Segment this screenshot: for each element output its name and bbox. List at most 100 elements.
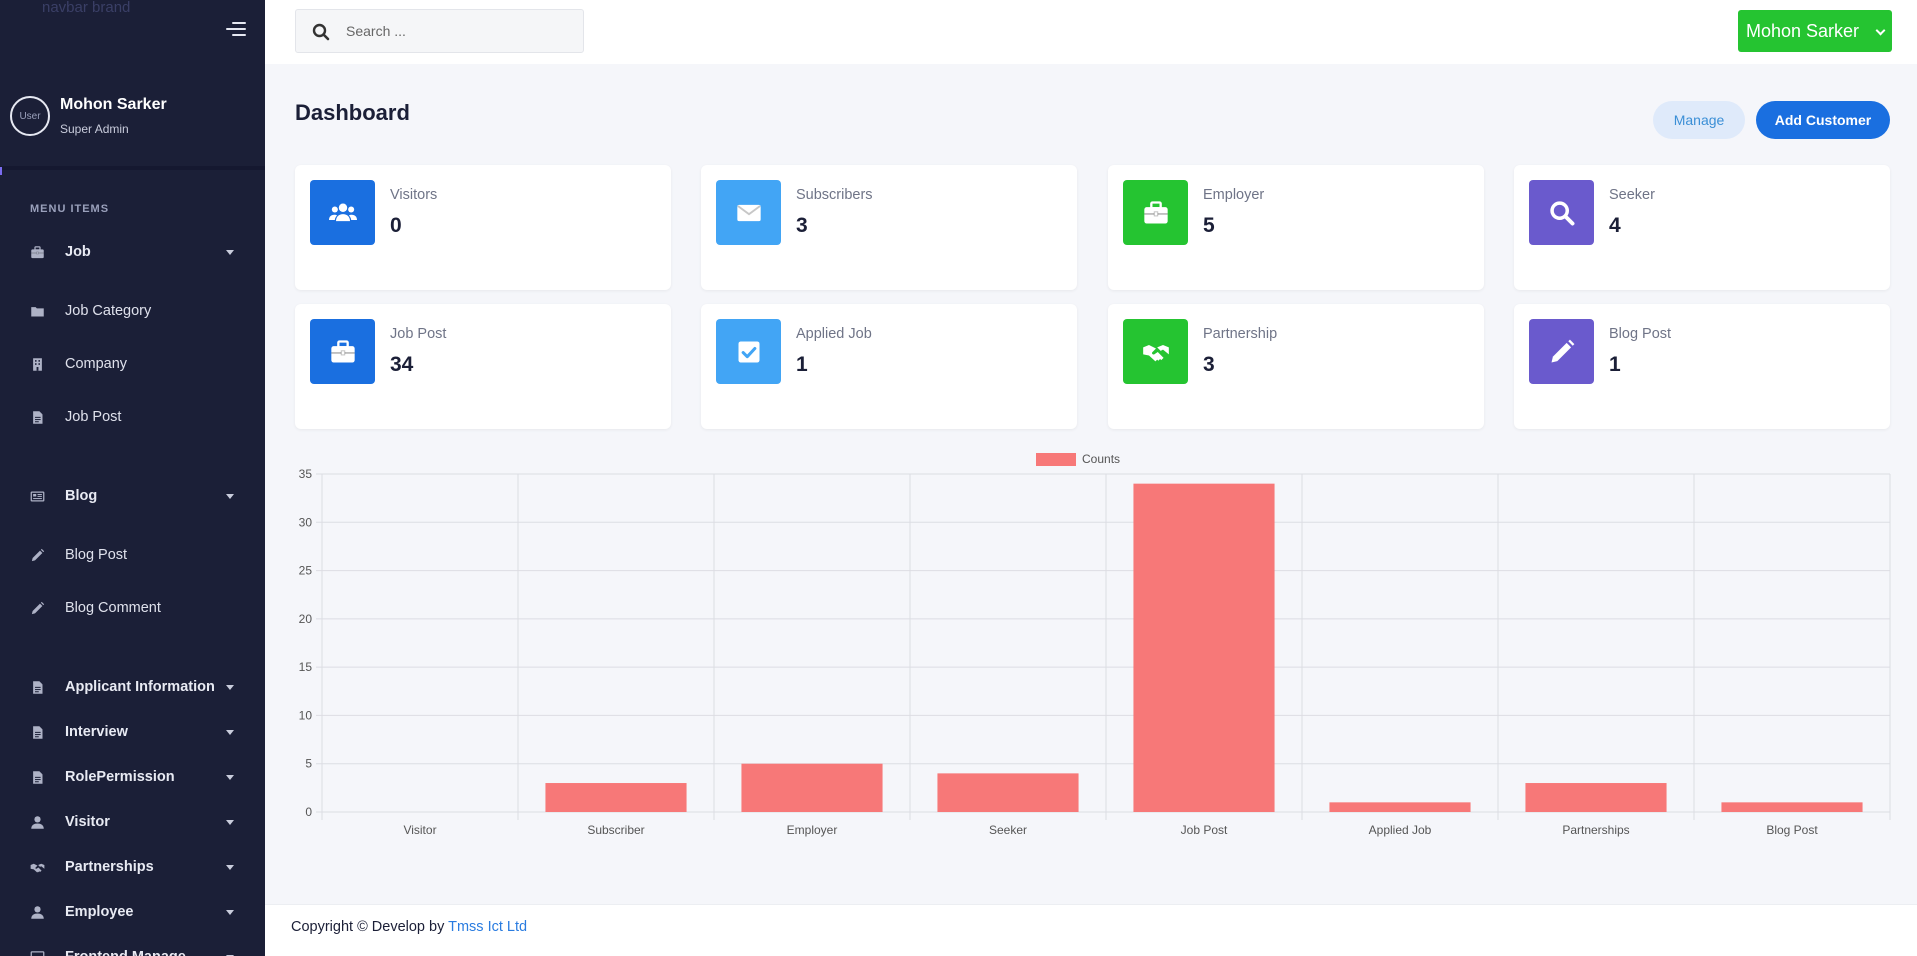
sidebar: navbar brand User Mohon Sarker Super Adm… bbox=[0, 0, 265, 956]
footer-text: Copyright © Develop by Tmss Ict Ltd bbox=[291, 919, 527, 935]
stat-card-applied-job[interactable]: Applied Job 1 bbox=[701, 304, 1077, 429]
sidebar-item-label: Job Category bbox=[65, 303, 152, 319]
bar-applied-job bbox=[1329, 802, 1471, 812]
caret-down-icon[interactable] bbox=[226, 729, 234, 735]
y-tick-label: 15 bbox=[299, 660, 313, 674]
user-name: Mohon Sarker bbox=[60, 96, 167, 113]
caret-down-icon[interactable] bbox=[226, 909, 234, 915]
stat-value: 3 bbox=[796, 214, 808, 237]
bar-subscriber bbox=[545, 783, 687, 812]
caret-down-icon[interactable] bbox=[226, 684, 234, 690]
file-icon bbox=[29, 409, 45, 425]
user-profile: User Mohon Sarker Super Admin bbox=[0, 80, 265, 166]
company-link[interactable]: Tmss Ict Ltd bbox=[448, 919, 528, 935]
bar-employer bbox=[741, 763, 883, 812]
sidebar-item-label: Interview bbox=[65, 724, 128, 740]
stat-card-subscribers[interactable]: Subscribers 3 bbox=[701, 165, 1077, 290]
stat-label: Partnership bbox=[1203, 326, 1278, 342]
file-icon bbox=[29, 724, 45, 740]
manage-button[interactable]: Manage bbox=[1653, 101, 1745, 139]
stat-card-visitors[interactable]: Visitors 0 bbox=[295, 165, 671, 290]
bar-job-post bbox=[1133, 483, 1275, 812]
briefcase-icon bbox=[1123, 180, 1188, 245]
bar-seeker bbox=[937, 773, 1079, 812]
caret-down-icon[interactable] bbox=[226, 819, 234, 825]
add-customer-button[interactable]: Add Customer bbox=[1756, 101, 1890, 139]
stat-card-seeker[interactable]: Seeker 4 bbox=[1514, 165, 1890, 290]
brand-text[interactable]: navbar brand bbox=[42, 0, 131, 16]
folder-icon bbox=[29, 303, 45, 319]
sidebar-item-job-post[interactable]: Job Post bbox=[0, 399, 265, 435]
y-tick-label: 30 bbox=[299, 515, 313, 529]
legend-label: Counts bbox=[1082, 452, 1120, 466]
x-tick-label: Applied Job bbox=[1369, 823, 1432, 837]
user-menu-label: Mohon Sarker bbox=[1746, 20, 1860, 41]
stat-value: 3 bbox=[1203, 353, 1215, 376]
caret-down-icon[interactable] bbox=[226, 249, 234, 255]
users-icon bbox=[310, 180, 375, 245]
sidebar-item-label: Blog bbox=[65, 488, 98, 504]
sidebar-item-blog-post[interactable]: Blog Post bbox=[0, 537, 265, 573]
caret-down-icon[interactable] bbox=[226, 774, 234, 780]
sidebar-item-label: Partnerships bbox=[65, 859, 154, 875]
pencil-icon bbox=[1529, 319, 1594, 384]
divider bbox=[0, 166, 265, 170]
avatar[interactable]: User bbox=[10, 96, 50, 136]
menu-toggle-icon[interactable] bbox=[226, 22, 246, 38]
caret-down-icon[interactable] bbox=[226, 864, 234, 870]
copyright-text: Copyright © Develop by bbox=[291, 919, 449, 935]
sidebar-item-label: Employee bbox=[65, 904, 134, 920]
active-marker bbox=[0, 167, 2, 175]
building-icon bbox=[29, 356, 45, 372]
stat-label: Applied Job bbox=[796, 326, 872, 342]
stat-label: Subscribers bbox=[796, 187, 873, 203]
file-icon bbox=[29, 679, 45, 695]
sidebar-item-visitor[interactable]: Visitor bbox=[0, 804, 265, 840]
menu-heading: MENU ITEMS bbox=[30, 203, 110, 215]
x-tick-label: Job Post bbox=[1181, 823, 1228, 837]
sidebar-item-label: Applicant Information bbox=[65, 679, 215, 695]
x-tick-label: Subscriber bbox=[587, 823, 644, 837]
legend-swatch bbox=[1036, 453, 1076, 466]
newspaper-icon bbox=[29, 488, 45, 504]
file-icon bbox=[29, 769, 45, 785]
sidebar-item-partnerships[interactable]: Partnerships bbox=[0, 849, 265, 885]
sidebar-item-job-category[interactable]: Job Category bbox=[0, 293, 265, 329]
sidebar-item-blog[interactable]: Blog bbox=[0, 478, 265, 514]
sidebar-item-frontend-manage[interactable]: Frontend Manage bbox=[0, 939, 265, 956]
y-tick-label: 35 bbox=[299, 467, 313, 481]
search-icon bbox=[312, 23, 330, 46]
sidebar-item-label: Blog Comment bbox=[65, 600, 161, 616]
caret-down-icon[interactable] bbox=[226, 954, 234, 956]
caret-down-icon[interactable] bbox=[226, 493, 234, 499]
x-tick-label: Blog Post bbox=[1766, 823, 1818, 837]
stat-card-partnership[interactable]: Partnership 3 bbox=[1108, 304, 1484, 429]
sidebar-item-label: Blog Post bbox=[65, 547, 128, 563]
x-tick-label: Seeker bbox=[989, 823, 1027, 837]
sidebar-item-label: Company bbox=[65, 356, 128, 372]
user-icon bbox=[29, 814, 45, 830]
sidebar-item-label: Visitor bbox=[65, 814, 110, 830]
y-tick-label: 5 bbox=[305, 757, 312, 771]
stat-card-blog-post[interactable]: Blog Post 1 bbox=[1514, 304, 1890, 429]
handshake-icon bbox=[29, 859, 45, 875]
sidebar-item-label: Job Post bbox=[65, 409, 122, 425]
pencil-icon bbox=[29, 547, 45, 563]
stat-card-job-post[interactable]: Job Post 34 bbox=[295, 304, 671, 429]
user-menu-button[interactable]: Mohon Sarker bbox=[1738, 10, 1892, 52]
sidebar-item-job[interactable]: Job bbox=[0, 234, 265, 270]
sidebar-item-rolepermission[interactable]: RolePermission bbox=[0, 759, 265, 795]
search-box[interactable] bbox=[295, 9, 584, 53]
sidebar-item-applicant-information[interactable]: Applicant Information bbox=[0, 669, 265, 705]
stat-value: 1 bbox=[1609, 353, 1621, 376]
stat-card-employer[interactable]: Employer 5 bbox=[1108, 165, 1484, 290]
sidebar-item-company[interactable]: Company bbox=[0, 346, 265, 382]
search-input[interactable] bbox=[346, 20, 566, 42]
sidebar-item-blog-comment[interactable]: Blog Comment bbox=[0, 590, 265, 626]
sidebar-item-employee[interactable]: Employee bbox=[0, 894, 265, 930]
checkbox-icon bbox=[716, 319, 781, 384]
sidebar-item-interview[interactable]: Interview bbox=[0, 714, 265, 750]
y-tick-label: 20 bbox=[299, 612, 313, 626]
sidebar-item-label: RolePermission bbox=[65, 769, 175, 785]
user-icon bbox=[29, 904, 45, 920]
